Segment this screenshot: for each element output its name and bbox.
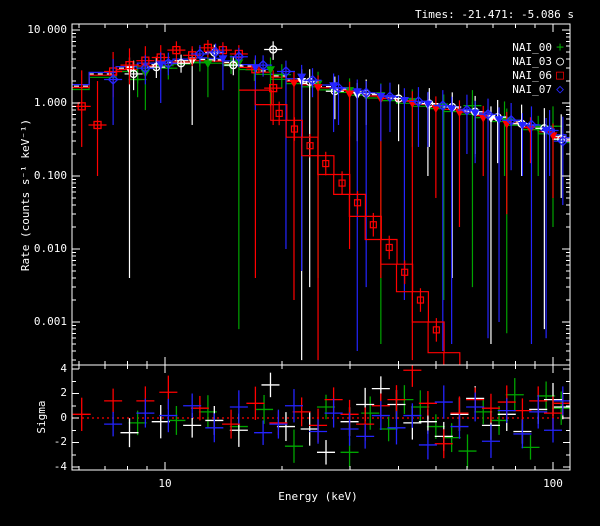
y-axis-tick-label: 10.000 (27, 23, 67, 36)
legend-item-nai-07: NAI_07 ◇ (462, 82, 568, 96)
y-axis-tick-label: 0.100 (33, 169, 67, 182)
residuals-NAI_06 (72, 365, 570, 459)
y-axis-tick-label: 1.000 (33, 96, 67, 109)
legend-item-nai-00: NAI_00 + (462, 40, 568, 54)
legend-item-nai-03: NAI_03 ○ (462, 54, 568, 68)
residual-axis-title: Sigma (35, 400, 48, 434)
legend-label: NAI_07 (512, 82, 552, 96)
residuals-NAI_07 (104, 385, 570, 460)
sigma-axis-tick-label: 2 (60, 386, 67, 399)
sigma-axis-tick-label: -4 (53, 460, 67, 473)
sigma-axis-tick-label: 0 (60, 411, 67, 424)
diamond-marker-icon: ◇ (556, 81, 564, 97)
sigma-axis-tick-label: 4 (60, 362, 67, 375)
plus-marker-icon: + (556, 39, 564, 55)
y-axis-tick-label: 0.010 (33, 242, 67, 255)
main-panel (72, 39, 570, 365)
legend-label: NAI_06 (512, 68, 552, 82)
y-axis-tick-label: 0.001 (33, 315, 67, 328)
residuals-NAI_03 (120, 372, 570, 465)
x-axis-title: Energy (keV) (278, 490, 358, 503)
times-range-label: Times: -21.471: -5.086 s (415, 8, 574, 21)
legend-item-nai-06: NAI_06 □ (462, 68, 568, 82)
x-axis-tick-label: 10 (158, 477, 172, 490)
legend-label: NAI_03 (512, 54, 552, 68)
sigma-axis-tick-label: -2 (53, 435, 67, 448)
square-marker-icon: □ (556, 67, 564, 83)
legend: NAI_00 + NAI_03 ○ NAI_06 □ NAI_07 ◇ (462, 40, 568, 96)
residual-panel (72, 365, 570, 468)
circle-marker-icon: ○ (556, 53, 564, 69)
x-axis-tick-label: 100 (543, 477, 563, 490)
y-axis-title: Rate (counts s⁻¹ keV⁻¹) (19, 118, 32, 272)
cutoff-model-lines (239, 89, 461, 365)
axes-frame (71, 23, 571, 471)
legend-label: NAI_00 (512, 40, 552, 54)
